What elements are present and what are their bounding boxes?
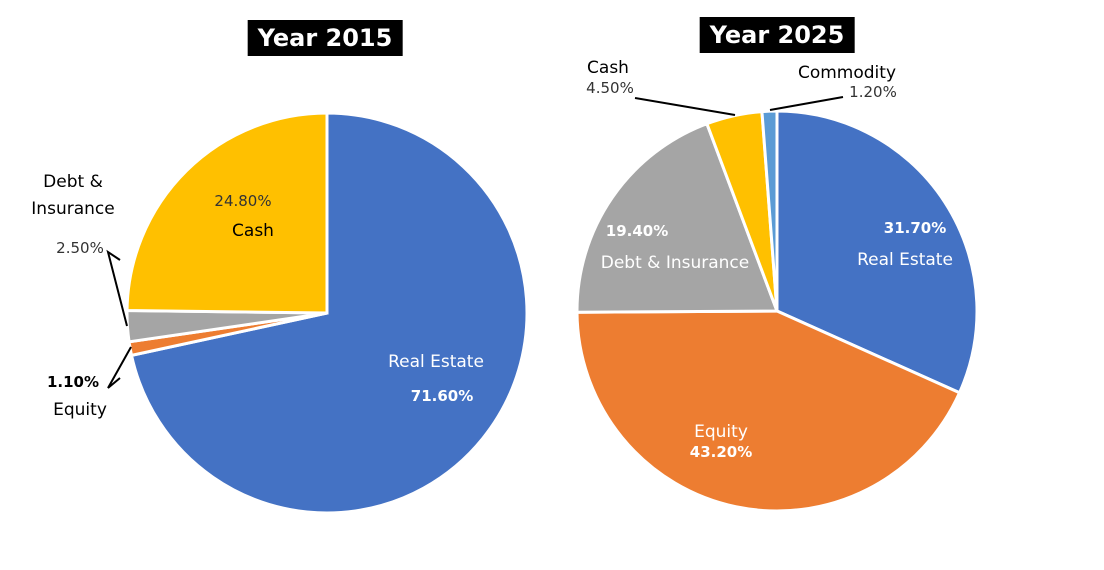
slice-label: Equity: [694, 422, 748, 442]
value-label: 2.50%: [56, 239, 104, 257]
leader-line: [634, 97, 736, 116]
leader-line: [769, 96, 844, 111]
slice-label: Real Estate: [857, 250, 953, 270]
slice-label: Equity: [53, 400, 107, 420]
slice-label: Real Estate: [388, 352, 484, 372]
value-label: 1.10%: [46, 373, 100, 391]
value-label: 71.60%: [410, 387, 474, 405]
value-label: 19.40%: [605, 222, 669, 240]
pie-slice: [125, 111, 329, 315]
chart-title: Year 2025: [699, 17, 855, 53]
slice-label: Cash: [232, 221, 274, 241]
pie-slice: [129, 111, 529, 515]
pie-slice: [775, 109, 979, 395]
leader-line: [106, 249, 128, 327]
slice-label: Cash: [587, 58, 629, 78]
slice-label: Commodity: [797, 63, 897, 83]
slice-label: Debt & Insurance: [600, 253, 750, 273]
slice-label: Debt & Insurance: [31, 172, 115, 219]
chart-title: Year 2015: [247, 20, 403, 56]
pie-slice: [575, 309, 962, 513]
value-label: 31.70%: [883, 219, 947, 237]
value-label: 4.50%: [586, 79, 634, 97]
value-label: 43.20%: [689, 443, 753, 461]
leader-line: [107, 346, 132, 389]
pie-slice: [760, 109, 779, 312]
pie-slice: [575, 121, 780, 314]
value-label: 1.20%: [849, 83, 897, 101]
value-label: 24.80%: [214, 192, 272, 210]
